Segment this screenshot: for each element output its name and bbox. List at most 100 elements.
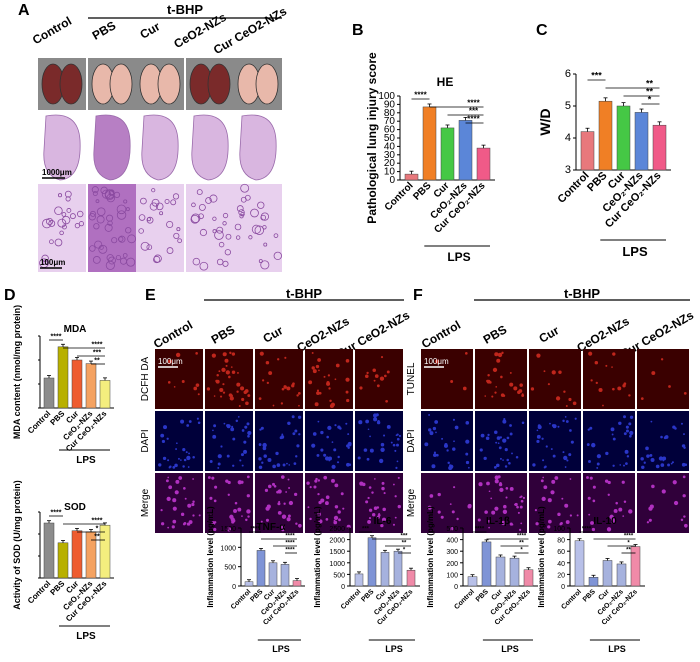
chart-g-il1b: IL-1β0100200300400500Inflammation level … [425, 508, 540, 662]
cell-dot [324, 376, 326, 378]
cell-dot [397, 461, 399, 463]
cell-dot [348, 442, 352, 446]
cell-dot [272, 483, 275, 486]
cell-dot [523, 497, 525, 499]
cell-dot [571, 441, 574, 444]
group-label-2: Cur [537, 323, 562, 346]
cell-dot [188, 453, 190, 455]
cell-dot [465, 421, 469, 425]
y-axis-label: Inflammation level (pg/mL) [206, 506, 215, 608]
cell-dot [430, 431, 434, 435]
cell-dot [590, 477, 593, 480]
cell-dot [277, 463, 281, 467]
category-label-0: Control [383, 180, 416, 213]
cell-dot [162, 440, 165, 443]
micrograph-tile [475, 411, 527, 471]
cell-dot [541, 479, 544, 482]
cell-dot [630, 416, 633, 419]
cell-dot [612, 388, 615, 391]
cell-dot [453, 440, 455, 442]
cell-dot [495, 479, 499, 483]
cell-dot [346, 359, 350, 363]
cell-dot [374, 380, 376, 382]
significance-label-0: *** [362, 527, 370, 533]
micrograph-tile [475, 349, 527, 409]
cell-dot [623, 415, 626, 418]
cell-dot [674, 501, 678, 505]
chart-title: HE [437, 75, 454, 89]
cell-dot [184, 459, 187, 462]
cell-dot [494, 392, 496, 394]
cell-dot [232, 465, 234, 467]
cell-dot [480, 448, 483, 451]
cell-dot [395, 495, 397, 497]
bar-0 [245, 582, 253, 586]
cell-dot [495, 442, 497, 444]
cell-dot [668, 385, 671, 388]
significance-label-1: **** [624, 534, 634, 540]
cell-dot [384, 492, 386, 494]
cell-dot [612, 465, 614, 467]
category-label-1: PBS [249, 588, 264, 603]
significance-label-3: * [403, 548, 406, 554]
cell-dot [684, 392, 687, 395]
cell-dot [288, 464, 290, 466]
y-axis-label: Inflammation level (pg/mL) [313, 506, 322, 608]
cell-dot [160, 434, 164, 438]
cell-dot [214, 395, 216, 397]
cell-dot [335, 378, 337, 380]
cell-dot [339, 427, 342, 430]
cell-dot [602, 405, 604, 407]
row-label-1: DAPI [406, 429, 417, 452]
cell-dot [281, 402, 283, 404]
bar-4 [631, 547, 640, 586]
significance-label-0: **** [582, 527, 592, 533]
cell-dot [481, 434, 485, 438]
cell-dot [465, 352, 468, 355]
cell-dot [175, 490, 179, 494]
bar-2 [617, 106, 630, 170]
cell-dot [549, 423, 551, 425]
cell-dot [189, 420, 192, 423]
cell-dot [263, 447, 267, 451]
significance-label-3: ** [94, 358, 100, 365]
cell-dot [672, 461, 674, 463]
cell-dot [186, 456, 190, 460]
bar-1 [589, 577, 598, 586]
panel-a-histology: t-BHPControl PBS Cur CeO2-NZsCur CeO2-NZs10… [0, 0, 290, 290]
cell-dot [681, 423, 683, 425]
cell-dot [317, 454, 320, 457]
cell-dot [381, 487, 384, 490]
group-label-0: Control [419, 318, 463, 351]
cell-dot [627, 455, 629, 457]
cell-dot [532, 463, 535, 466]
cell-dot [617, 386, 621, 390]
cell-dot [245, 401, 249, 405]
cell-dot [494, 352, 498, 356]
cell-dot [215, 380, 218, 383]
cell-dot [320, 498, 324, 502]
cell-dot [674, 427, 677, 430]
cell-dot [367, 458, 370, 461]
cell-dot [223, 392, 225, 394]
bar-3 [635, 112, 648, 170]
significance-label-2: * [627, 541, 630, 547]
significance-label-3: ** [94, 534, 100, 541]
bar-1 [58, 347, 68, 408]
cell-dot [173, 507, 177, 511]
y-tick-label: 4 [565, 132, 571, 144]
y-axis-label: MDA content (nmol/mg protein) [12, 305, 22, 439]
micrograph-tile [305, 411, 353, 471]
cell-dot [394, 450, 396, 452]
y-axis-label: Activity of SOD (U/mg protein) [12, 480, 22, 610]
bar-4 [477, 148, 490, 180]
bar-3 [394, 551, 402, 586]
cell-dot [241, 453, 244, 456]
cell-dot [506, 487, 509, 490]
bar-1 [58, 543, 68, 578]
cell-dot [396, 434, 398, 436]
lung-section-1 [94, 115, 130, 180]
significance-label-3: * [648, 95, 652, 105]
cell-dot [466, 461, 469, 464]
cell-dot [395, 467, 397, 469]
